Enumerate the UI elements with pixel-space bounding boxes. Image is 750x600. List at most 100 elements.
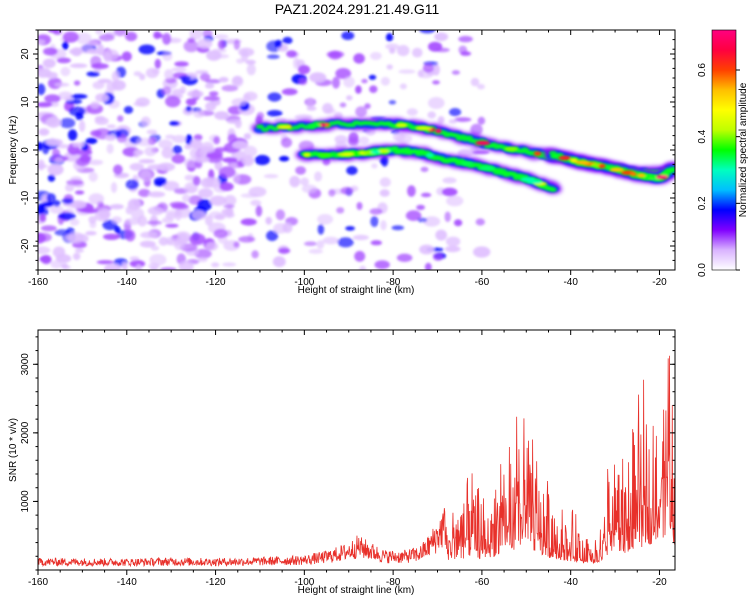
noise-blob	[39, 214, 47, 222]
noise-blob	[356, 202, 363, 210]
noise-blob	[58, 212, 76, 220]
noise-blob	[140, 116, 151, 127]
noise-blob	[157, 162, 176, 172]
noise-blob	[282, 222, 293, 234]
noise-blob	[241, 50, 249, 62]
noise-blob	[217, 39, 226, 50]
noise-blob	[332, 76, 340, 89]
noise-blob	[74, 190, 85, 195]
noise-blob	[40, 225, 57, 232]
snr-y-label: SNR (10 * v/v)	[8, 418, 19, 482]
colorbar-label: Normalized spectral amplitude	[738, 82, 749, 217]
noise-blob	[432, 80, 440, 85]
noise-blob	[336, 207, 345, 214]
noise-blob	[352, 234, 369, 241]
noise-blob	[224, 195, 237, 206]
noise-blob	[197, 38, 213, 49]
noise-blob	[233, 241, 240, 248]
noise-blob	[44, 94, 61, 103]
noise-blob	[458, 35, 473, 43]
noise-blob	[353, 53, 365, 64]
ridge-hotspot	[435, 128, 442, 134]
noise-blob	[135, 97, 150, 107]
noise-blob	[417, 69, 424, 78]
noise-blob	[88, 193, 105, 205]
noise-blob	[111, 216, 122, 224]
noise-blob	[95, 93, 109, 102]
noise-blob	[475, 218, 485, 226]
noise-blob	[477, 116, 486, 125]
noise-blob	[328, 189, 336, 197]
noise-blob	[88, 171, 98, 182]
x-tick-label: -140	[117, 277, 137, 288]
ridge-hotspot	[609, 167, 624, 172]
noise-blob	[370, 216, 379, 228]
noise-blob	[60, 66, 71, 77]
noise-blob	[417, 217, 428, 223]
noise-blob	[295, 166, 306, 175]
noise-blob	[423, 216, 441, 227]
noise-blob	[204, 82, 215, 89]
noise-blob	[263, 174, 279, 179]
noise-blob	[110, 182, 118, 193]
noise-blob	[70, 94, 88, 99]
noise-blob	[240, 218, 257, 226]
noise-blob	[451, 70, 460, 75]
noise-blob	[171, 154, 186, 164]
noise-blob	[369, 208, 383, 215]
noise-blob	[151, 68, 160, 74]
ridge-hotspot	[533, 151, 542, 156]
noise-blob	[453, 219, 463, 227]
noise-blob	[54, 82, 70, 87]
noise-blob	[424, 262, 432, 270]
noise-blob	[398, 69, 416, 74]
noise-blob	[67, 129, 78, 141]
noise-blob	[110, 204, 124, 210]
noise-blob	[444, 245, 461, 253]
x-tick-label: -20	[652, 277, 667, 288]
spectrogram-y-label: Frequency (Hz)	[8, 116, 19, 185]
noise-blob	[432, 253, 444, 261]
noise-blob	[306, 106, 317, 111]
noise-blob	[392, 132, 406, 142]
noise-blob	[45, 138, 63, 146]
noise-blob	[449, 108, 462, 117]
ridge-segment	[261, 127, 270, 132]
colorbar-frame	[711, 29, 737, 271]
noise-blob	[251, 250, 259, 259]
noise-blob	[289, 175, 301, 188]
noise-blob	[298, 78, 308, 86]
noise-blob	[386, 64, 393, 70]
ridge-hotspot	[317, 152, 332, 157]
noise-blob	[43, 47, 58, 56]
noise-blob	[209, 91, 219, 97]
noise-blob	[385, 33, 394, 42]
noise-blob	[221, 208, 232, 216]
noise-blob	[56, 144, 70, 149]
noise-blob	[160, 267, 177, 270]
noise-blob	[354, 250, 366, 262]
noise-blob	[165, 213, 177, 220]
noise-blob	[56, 57, 71, 64]
noise-blob	[38, 83, 46, 96]
x-tick-label: -40	[563, 577, 578, 588]
noise-blob	[52, 148, 61, 157]
noise-blob	[203, 96, 221, 101]
noise-blob	[412, 47, 423, 58]
noise-blob	[165, 95, 181, 108]
noise-blob	[94, 117, 109, 125]
noise-blob	[265, 216, 273, 225]
x-tick-label: -20	[652, 577, 667, 588]
ridge-hotspot	[598, 163, 606, 169]
noise-blob	[419, 30, 436, 34]
noise-blob	[38, 128, 50, 136]
noise-blob	[428, 41, 443, 52]
noise-blob	[281, 88, 298, 96]
noise-blob	[420, 166, 429, 172]
noise-blob	[88, 159, 104, 166]
noise-blob	[125, 179, 139, 190]
ridge-hotspot	[526, 179, 543, 184]
noise-blob	[144, 146, 157, 157]
noise-blob	[47, 174, 56, 182]
noise-blob	[304, 241, 317, 246]
